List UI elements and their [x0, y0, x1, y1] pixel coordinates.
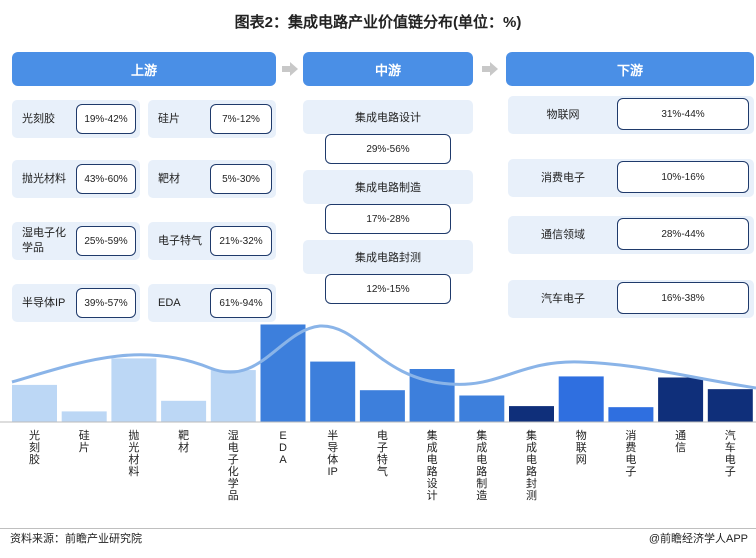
upstream-item-name: 电子特气	[158, 234, 202, 247]
midstream-item-name: 集成电路封测	[355, 252, 421, 264]
midstream-cell	[303, 240, 473, 274]
bar-靶材	[161, 400, 207, 422]
downstream-item-value: 10%-16%	[617, 161, 749, 193]
upstream-item-value: 19%-42%	[76, 104, 136, 134]
brand-label: @前瞻经济学人APP	[648, 533, 748, 545]
midstream-item-value: 29%-56%	[325, 134, 451, 164]
x-tick-label: 电子特气	[376, 430, 388, 478]
trend-curve	[11, 324, 756, 390]
x-tick-label: 集成电路封测	[526, 430, 537, 502]
upstream-item-name: 光刻胶	[22, 112, 55, 125]
x-tick-label: EDA	[279, 430, 287, 466]
header-upstream: 上游	[12, 52, 276, 86]
upstream-item-value: 61%-94%	[210, 288, 272, 318]
upstream-item-name: 硅片	[158, 112, 180, 125]
midstream-cell	[303, 100, 473, 134]
upstream-item-value: 7%-12%	[210, 104, 272, 134]
x-tick-label: 集成电路设计	[426, 430, 438, 502]
midstream-item-name: 集成电路设计	[355, 112, 421, 124]
upstream-item-value: 25%-59%	[76, 226, 136, 256]
upstream-item-name: EDA	[158, 296, 181, 309]
downstream-item-name: 物联网	[546, 108, 580, 121]
source-note: 资料来源：前瞻产业研究院	[10, 533, 142, 545]
bar-抛光材料	[111, 358, 157, 422]
arrow-right-icon	[282, 62, 298, 76]
downstream-item-name: 通信领域	[541, 228, 585, 241]
x-tick-label: 湿电子化学品	[227, 430, 239, 502]
downstream-item-value: 16%-38%	[617, 282, 749, 314]
downstream-item-name: 消费电子	[541, 171, 585, 184]
arrow-right-icon	[482, 62, 498, 76]
upstream-item-value: 5%-30%	[210, 164, 272, 194]
downstream-item-value: 28%-44%	[617, 218, 749, 250]
bar-电子特气	[359, 390, 405, 422]
x-tick-label: 抛光材料	[128, 430, 140, 478]
x-tick-label: 汽车电子	[724, 430, 736, 478]
x-tick-label: 光刻胶	[29, 430, 40, 466]
header-midstream: 中游	[303, 52, 473, 86]
bar-通信	[658, 377, 704, 422]
x-tick-label: 硅片	[78, 430, 90, 454]
chart-title: 图表2：集成电路产业价值链分布(单位：%)	[234, 14, 522, 31]
bar-集成电路制造	[459, 395, 505, 422]
header-downstream: 下游	[506, 52, 754, 86]
bar-硅片	[61, 411, 107, 422]
x-tick-label: 集成电路制造	[476, 430, 488, 502]
upstream-item-name: 湿电子化学品	[22, 227, 66, 254]
midstream-item-name: 集成电路制造	[355, 182, 421, 194]
bar-消费电子	[608, 407, 654, 422]
x-tick-label: 消费电子	[625, 430, 637, 478]
midstream-cell	[303, 170, 473, 204]
upstream-item-name: 抛光材料	[22, 172, 66, 185]
upstream-item-value: 43%-60%	[76, 164, 136, 194]
bar-湿电子化学品	[210, 370, 256, 422]
footer-divider	[0, 528, 756, 529]
x-tick-label: 物联网	[575, 430, 587, 466]
bar-半导体IP	[310, 361, 356, 422]
bar-汽车电子	[707, 389, 753, 422]
midstream-item-value: 17%-28%	[325, 204, 451, 234]
bar-集成电路封测	[509, 406, 554, 422]
downstream-item-name: 汽车电子	[541, 292, 585, 305]
upstream-item-value: 21%-32%	[210, 226, 272, 256]
downstream-item-value: 31%-44%	[617, 98, 749, 130]
x-tick-label: 通信	[675, 430, 687, 454]
value-chain-chart	[0, 324, 756, 423]
midstream-item-value: 12%-15%	[325, 274, 451, 304]
x-tick-label: 靶材	[178, 430, 190, 454]
upstream-item-name: 半导体IP	[22, 296, 66, 309]
bar-光刻胶	[12, 384, 57, 422]
bar-EDA	[260, 324, 306, 422]
upstream-item-value: 39%-57%	[76, 288, 136, 318]
x-tick-label: 半导体IP	[327, 430, 339, 478]
bar-物联网	[558, 376, 604, 422]
upstream-item-name: 靶材	[158, 172, 180, 185]
